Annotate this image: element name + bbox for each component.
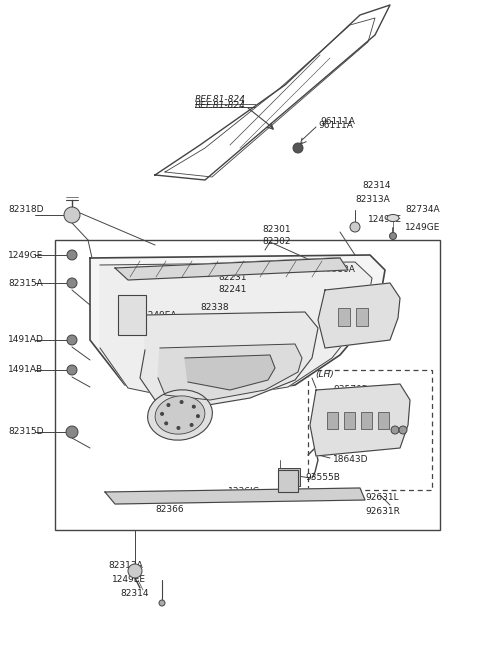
Circle shape [350, 222, 360, 232]
Text: 82231: 82231 [218, 272, 247, 282]
Text: 1491AD: 1491AD [8, 335, 44, 345]
Text: 1336JC: 1336JC [228, 487, 260, 496]
Text: 82348: 82348 [200, 316, 228, 324]
Bar [278, 468, 300, 486]
Text: REF.81-824: REF.81-824 [195, 96, 246, 105]
Circle shape [167, 403, 170, 407]
Polygon shape [158, 344, 302, 400]
Polygon shape [140, 312, 318, 408]
Polygon shape [100, 262, 372, 402]
Polygon shape [310, 384, 410, 456]
Bar [338, 308, 350, 326]
Circle shape [180, 401, 183, 403]
Text: 92631R: 92631R [365, 508, 400, 517]
Bar [308, 370, 432, 490]
Text: REF.81-824: REF.81-824 [195, 100, 246, 109]
Circle shape [389, 233, 396, 240]
Text: 82314: 82314 [362, 181, 391, 189]
Text: 1249EE: 1249EE [368, 215, 402, 225]
Text: 82314: 82314 [120, 588, 148, 597]
Text: 96111A: 96111A [320, 117, 355, 126]
Circle shape [293, 143, 303, 153]
Circle shape [67, 365, 77, 375]
Text: 1249EA: 1249EA [143, 310, 178, 320]
Circle shape [161, 413, 164, 415]
Circle shape [391, 426, 399, 434]
Circle shape [177, 426, 180, 430]
Text: 82313A: 82313A [108, 561, 143, 569]
Bar [278, 470, 298, 492]
Text: 82318D: 82318D [8, 206, 44, 214]
Circle shape [190, 424, 193, 426]
Circle shape [66, 426, 78, 438]
Text: 96111A: 96111A [318, 121, 353, 130]
Bar [55, 240, 440, 530]
Text: 82366: 82366 [155, 506, 184, 514]
Text: 82734A: 82734A [405, 206, 440, 214]
Polygon shape [318, 283, 400, 348]
Text: 82302: 82302 [262, 238, 290, 246]
Bar [361, 412, 372, 429]
Circle shape [192, 405, 195, 408]
Text: 82313A: 82313A [355, 195, 390, 204]
Bar [327, 412, 338, 429]
Text: 82315A: 82315A [8, 278, 43, 288]
Text: 82356B: 82356B [145, 493, 180, 502]
Text: 82241: 82241 [218, 286, 246, 295]
Bar [378, 412, 389, 429]
Circle shape [399, 426, 407, 434]
Text: 93580A: 93580A [320, 265, 355, 274]
Text: 1249EE: 1249EE [112, 574, 146, 584]
Bar [118, 295, 146, 335]
Text: 93555B: 93555B [305, 474, 340, 483]
Text: 18643D: 18643D [333, 455, 369, 464]
Ellipse shape [148, 390, 212, 440]
Bar [344, 412, 355, 429]
Circle shape [165, 422, 168, 425]
Polygon shape [105, 488, 365, 504]
Circle shape [67, 250, 77, 260]
Text: 82315D: 82315D [8, 428, 44, 436]
Polygon shape [185, 355, 275, 390]
Circle shape [196, 415, 199, 418]
Circle shape [67, 335, 77, 345]
Polygon shape [90, 255, 385, 400]
Text: 93570B: 93570B [333, 386, 368, 394]
Circle shape [64, 207, 80, 223]
Text: 82338: 82338 [200, 303, 228, 312]
Ellipse shape [387, 214, 399, 221]
Bar [356, 308, 368, 326]
Text: 1249GE: 1249GE [8, 250, 43, 259]
Circle shape [67, 278, 77, 288]
Text: 1491AB: 1491AB [8, 365, 43, 375]
Text: 82301: 82301 [262, 225, 290, 234]
Polygon shape [115, 258, 348, 280]
Circle shape [128, 564, 142, 578]
Text: (LH): (LH) [315, 371, 334, 379]
Circle shape [159, 600, 165, 606]
Ellipse shape [155, 396, 205, 434]
Text: 92631L: 92631L [365, 493, 398, 502]
Text: 1249GE: 1249GE [405, 223, 440, 233]
